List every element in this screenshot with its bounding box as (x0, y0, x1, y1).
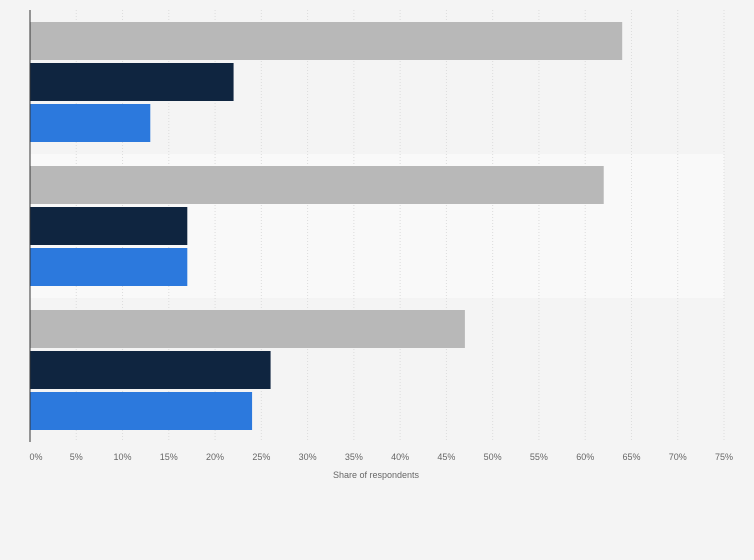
x-tick-label: 40% (391, 452, 409, 462)
x-tick-label: 0% (29, 452, 42, 462)
bar (30, 104, 151, 142)
x-tick-label: 20% (206, 452, 224, 462)
bar (30, 166, 604, 204)
x-tick-label: 55% (530, 452, 548, 462)
x-tick-label: 15% (160, 452, 178, 462)
x-tick-label: 50% (484, 452, 502, 462)
x-tick-label: 75% (715, 452, 733, 462)
x-tick-label: 30% (299, 452, 317, 462)
bar (30, 63, 234, 101)
bar (30, 351, 271, 389)
bar (30, 207, 188, 245)
x-tick-label: 45% (437, 452, 455, 462)
x-tick-label: 65% (622, 452, 640, 462)
x-tick-label: 25% (252, 452, 270, 462)
bar (30, 22, 623, 60)
x-axis-title: Share of respondents (333, 470, 420, 480)
bars (30, 22, 623, 430)
x-tick-label: 5% (70, 452, 83, 462)
x-tick-label: 10% (114, 452, 132, 462)
x-tick-labels: 0% 5% 10% 15% 20% 25% 30% 35% 40% 45% 50% 55% 60% 65%… (29, 452, 733, 462)
x-tick-label: 60% (576, 452, 594, 462)
x-tick-label: 70% (669, 452, 687, 462)
x-tick-label: 35% (345, 452, 363, 462)
bar (30, 392, 253, 430)
bar (30, 248, 188, 286)
bar (30, 310, 465, 348)
